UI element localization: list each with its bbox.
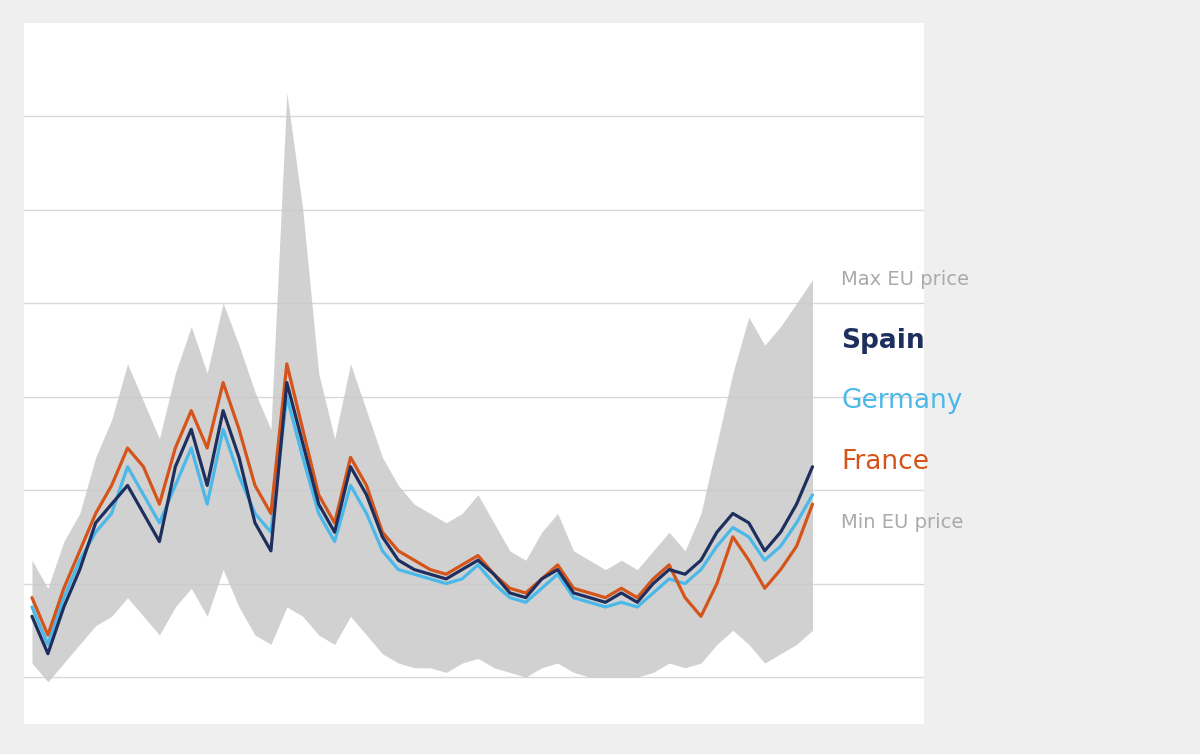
Text: France: France: [841, 449, 929, 475]
Text: Spain: Spain: [841, 327, 925, 354]
Text: Min EU price: Min EU price: [841, 513, 964, 532]
Text: Max EU price: Max EU price: [841, 270, 970, 290]
Text: Germany: Germany: [841, 388, 962, 414]
